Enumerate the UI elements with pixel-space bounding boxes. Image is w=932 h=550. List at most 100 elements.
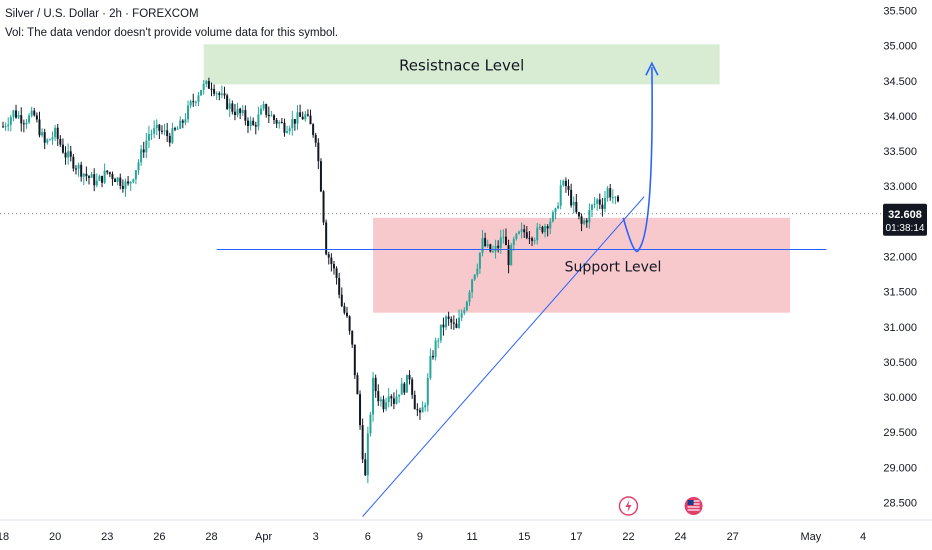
candle-body: [489, 244, 492, 252]
candle-body: [450, 318, 453, 323]
candle-body: [432, 355, 434, 358]
trend-line[interactable]: [362, 196, 645, 517]
x-tick-label: 6: [365, 531, 371, 543]
candle-body: [418, 410, 421, 413]
candle-body: [145, 140, 148, 153]
candle-body: [400, 383, 403, 395]
candle-body: [38, 119, 41, 136]
candle-body: [424, 405, 427, 408]
candle-body: [155, 124, 158, 129]
candle-body: [585, 220, 588, 223]
y-tick-label: 34.000: [883, 111, 917, 123]
candle-body: [163, 130, 166, 132]
candle-body: [512, 238, 515, 246]
candle-body: [356, 375, 359, 395]
candle-body: [392, 398, 395, 404]
x-tick-label: 24: [674, 531, 686, 543]
candle-body: [194, 101, 197, 103]
candle-body: [445, 316, 448, 328]
x-tick-label: 15: [518, 531, 530, 543]
candle-body: [262, 104, 265, 109]
candle-body: [207, 81, 210, 89]
candle-body: [346, 312, 348, 317]
candle-body: [241, 110, 244, 114]
candle-body: [179, 120, 182, 129]
candle-body: [562, 180, 565, 186]
candle-body: [43, 132, 46, 143]
candle-body: [348, 316, 351, 331]
candle-body: [33, 110, 36, 116]
candle-body: [90, 174, 93, 178]
candle-body: [46, 139, 49, 143]
candle-body: [54, 127, 57, 138]
y-tick-label: 31.500: [883, 287, 917, 299]
candle-body: [604, 197, 606, 209]
us-flag-icon[interactable]: [684, 497, 703, 515]
candle-body: [437, 340, 440, 342]
candle-body: [596, 199, 599, 204]
candle-body: [4, 126, 7, 128]
candle-body: [523, 229, 526, 233]
candle-body: [187, 105, 190, 120]
candle-body: [111, 174, 114, 180]
candle-body: [385, 402, 388, 410]
candle-body: [147, 134, 150, 141]
candle-body: [171, 128, 174, 143]
candle-body: [421, 407, 424, 413]
candle-body: [442, 324, 445, 328]
candle-body: [288, 128, 291, 132]
x-tick-label: 20: [49, 531, 61, 543]
candle-body: [249, 120, 252, 126]
candle-body: [481, 238, 484, 253]
candle-body: [127, 181, 130, 184]
candle-body: [275, 119, 278, 124]
candle-body: [291, 119, 294, 129]
resistance-zone[interactable]: [203, 44, 720, 85]
candle-body: [429, 355, 432, 378]
y-tick-label: 29.500: [883, 427, 917, 439]
candle-body: [473, 274, 476, 280]
candle-body: [22, 123, 25, 125]
support-zone[interactable]: [373, 217, 791, 313]
candle-body: [411, 379, 414, 395]
candle-body: [7, 124, 10, 127]
y-tick-label: 35.500: [883, 6, 917, 18]
candle-body: [398, 394, 401, 397]
candle-body: [528, 237, 531, 239]
candle-body: [283, 122, 286, 133]
candle-body: [286, 131, 289, 133]
projection-curve[interactable]: [622, 67, 653, 253]
candle-body: [379, 399, 382, 402]
candle-body: [252, 120, 255, 126]
candle-body: [617, 196, 620, 202]
candle-body: [577, 212, 580, 217]
candle-body: [515, 233, 518, 239]
candle-body: [119, 177, 122, 186]
candle-body: [580, 216, 583, 224]
candle-body: [254, 125, 257, 127]
y-tick-label: 32.000: [883, 251, 917, 263]
candle-body: [572, 201, 575, 206]
candle-body: [484, 238, 487, 246]
candle-body: [228, 103, 231, 109]
candle-body: [158, 124, 161, 131]
candle-body: [260, 108, 262, 115]
candle-body: [325, 222, 328, 255]
y-tick-label: 30.500: [883, 357, 917, 369]
candle-body: [124, 181, 127, 189]
candle-body: [236, 108, 239, 115]
candle-body: [590, 204, 593, 210]
last-price-badge: [883, 203, 927, 236]
candle-body: [267, 114, 270, 117]
candle-body: [231, 103, 234, 112]
candle-body: [593, 203, 596, 205]
candle-body: [525, 232, 528, 238]
candle-body: [257, 114, 260, 127]
candle-body: [246, 120, 249, 126]
candle-body: [213, 89, 216, 94]
candle-body: [306, 114, 309, 116]
candle-body: [265, 104, 268, 115]
candle-body: [244, 110, 247, 121]
candle-body: [174, 128, 176, 130]
